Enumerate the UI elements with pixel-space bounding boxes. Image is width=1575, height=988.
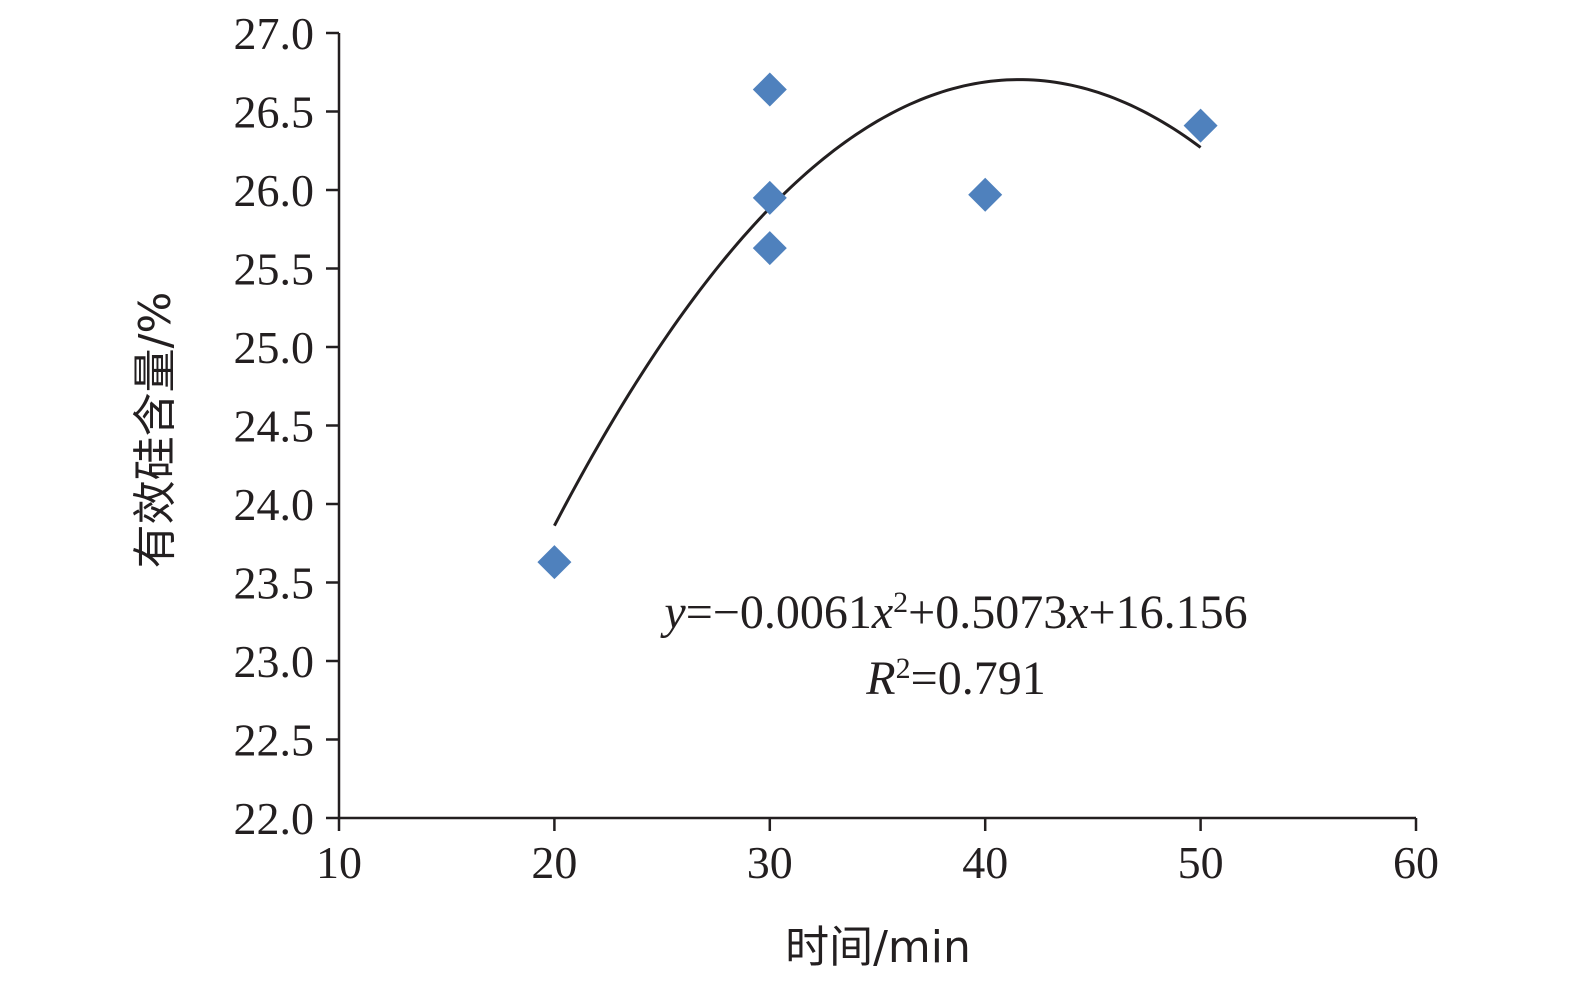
equation-x-var-2: x [1066,586,1088,639]
y-tick-label: 23.0 [234,636,315,687]
data-point [752,72,787,107]
y-tick-label: 22.0 [234,793,315,844]
x-axis-title: 时间/min [785,922,971,973]
y-tick-label: 26.5 [234,87,315,138]
y-tick-label: 27.0 [234,8,315,59]
equation-x-var-1: x [871,586,893,639]
x-tick-label: 40 [962,837,1008,888]
y-tick-label: 22.5 [234,715,315,766]
y-tick-label: 24.0 [234,479,315,530]
equation-intercept: +16.156 [1089,586,1248,639]
trend-equation: y=−0.0061x2+0.5073x+16.156 [659,586,1247,640]
equation-y-var: y [659,586,686,639]
y-axis-title: 有效硅含量/% [130,292,181,569]
r2-value: =0.791 [911,652,1046,705]
data-point [752,180,787,215]
y-tick-label: 25.0 [234,322,315,373]
r2-symbol: R [865,652,895,705]
x-tick-label: 60 [1393,837,1439,888]
x-tick-label: 30 [747,837,793,888]
data-point [1183,108,1218,143]
data-point [968,177,1003,212]
y-tick-label: 24.5 [234,401,315,452]
y-axis-ticks: 22.0 22.5 23.0 23.5 24.0 24.5 25.0 25.5 26.0 26.5… [234,8,339,844]
data-point [752,231,787,266]
y-tick-label: 23.5 [234,558,315,609]
equation-exponent: 2 [893,586,908,619]
polynomial-trendline [553,78,1202,527]
r-squared-label: R2=0.791 [865,652,1045,706]
equation-coef-b: +0.5073 [908,586,1067,639]
y-tick-label: 26.0 [234,165,315,216]
data-points [537,72,1218,580]
trendline-layer [553,78,1202,527]
x-tick-label: 50 [1178,837,1224,888]
x-axis-ticks: 10 20 30 40 50 60 [316,818,1439,888]
r2-exponent: 2 [896,652,911,685]
equation-coef-a: =−0.0061 [686,586,872,639]
x-tick-label: 20 [531,837,577,888]
data-point [537,545,572,580]
x-tick-label: 10 [316,837,362,888]
y-tick-label: 25.5 [234,244,315,295]
